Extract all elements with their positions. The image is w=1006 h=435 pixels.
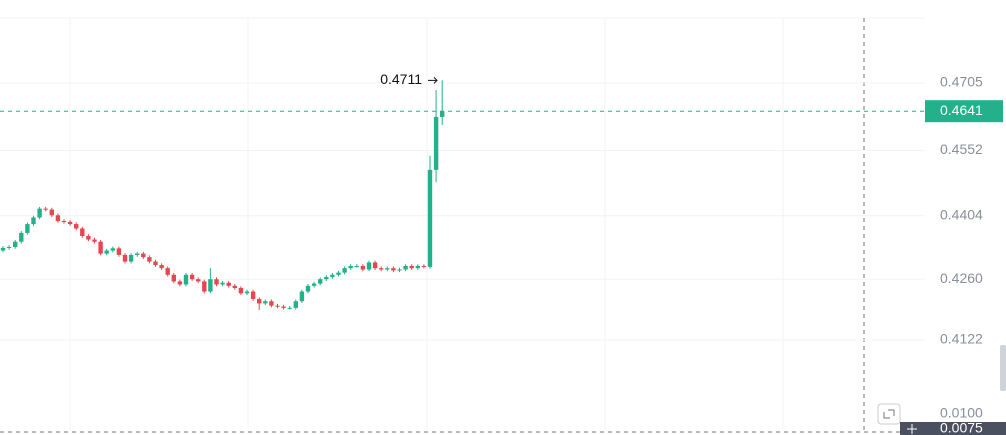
y-tick-label: 0.4552 — [940, 141, 983, 157]
candle-body — [141, 253, 146, 258]
candle-body — [122, 254, 128, 262]
candle-body — [287, 307, 292, 309]
candle-body — [226, 282, 231, 286]
y-tick-label: 0.4260 — [940, 270, 983, 286]
candle-body — [440, 111, 445, 117]
candle-body — [31, 217, 36, 225]
candle-body — [37, 208, 42, 218]
candle-body — [379, 268, 384, 270]
candle-body — [311, 283, 317, 286]
candle-body — [244, 291, 250, 294]
candle-body — [0, 247, 6, 251]
candle-body — [202, 281, 207, 292]
candle-body — [128, 254, 134, 262]
candle-body — [366, 262, 372, 270]
candle-body — [372, 262, 378, 269]
high-marker-arrow — [428, 76, 438, 84]
candle-body — [74, 224, 79, 229]
candle-body — [299, 291, 305, 302]
candle-body — [342, 268, 347, 273]
candle-body — [293, 301, 298, 308]
candle-body — [183, 274, 189, 285]
candle-body — [196, 279, 201, 282]
y-tick-label: 0.4122 — [940, 331, 983, 347]
candle-body — [275, 305, 280, 307]
last-price-label: 0.4641 — [940, 102, 983, 118]
y-tick-label: 0.4404 — [940, 206, 983, 222]
candle-body — [165, 268, 170, 275]
candle-body — [318, 279, 323, 284]
candle-body — [305, 285, 311, 292]
candle-body — [415, 265, 420, 269]
volume-tick-label: 0.0100 — [940, 405, 983, 421]
candle-body — [360, 265, 366, 270]
scroll-handle[interactable] — [1000, 345, 1006, 391]
candle-body — [330, 274, 335, 277]
candle-body — [86, 235, 91, 240]
candle-body — [433, 116, 439, 170]
high-marker-label: 0.4711 — [380, 71, 422, 87]
grid — [0, 17, 925, 430]
candle-body — [403, 265, 408, 270]
reset-scale-button[interactable] — [877, 403, 901, 425]
candle-body — [409, 265, 414, 269]
crosshair-box — [925, 422, 1006, 435]
candle-body — [13, 241, 18, 248]
candle-body — [98, 241, 103, 254]
plus-icon — [907, 424, 917, 434]
candle-body — [19, 232, 24, 242]
reset-icon — [883, 409, 895, 419]
candle-body — [269, 301, 274, 306]
candle-body — [135, 253, 140, 255]
candle-body — [55, 215, 61, 221]
candle-body — [232, 285, 237, 289]
candle-body — [92, 239, 97, 242]
candle-body — [49, 209, 54, 216]
candle-body — [336, 272, 341, 275]
candle-body — [220, 282, 225, 285]
candle-body — [391, 268, 396, 271]
candle-body — [397, 269, 402, 271]
candle-body — [263, 301, 268, 304]
candle-body — [281, 306, 286, 308]
candle-body — [324, 276, 329, 280]
candle-body — [421, 265, 427, 267]
candle-body — [238, 288, 244, 294]
candle-body — [67, 221, 73, 225]
candle-body — [250, 291, 256, 300]
candle-body — [147, 257, 152, 262]
candle-body — [61, 220, 67, 222]
candle-body — [159, 265, 164, 269]
candle-body — [110, 248, 115, 251]
candle-body — [104, 250, 109, 254]
candle-body — [214, 279, 219, 285]
candle-body — [6, 247, 12, 249]
candle-body — [116, 248, 122, 255]
candle-body — [427, 169, 433, 267]
candle-body — [257, 299, 262, 304]
last-price-box — [925, 100, 1003, 123]
candle-body — [354, 265, 359, 267]
y-tick-label: 0.4705 — [940, 74, 983, 90]
candle-body — [153, 261, 158, 266]
candle-body — [171, 274, 176, 282]
candle-body — [80, 228, 85, 236]
candle-body — [348, 265, 353, 269]
crosshair-label: 0.0075 — [940, 420, 983, 435]
candle-body — [189, 274, 195, 280]
candle-body — [25, 224, 30, 233]
candle-body — [208, 279, 213, 292]
candle-body — [385, 268, 390, 270]
candle-body — [43, 208, 48, 210]
candle-body — [177, 281, 183, 285]
